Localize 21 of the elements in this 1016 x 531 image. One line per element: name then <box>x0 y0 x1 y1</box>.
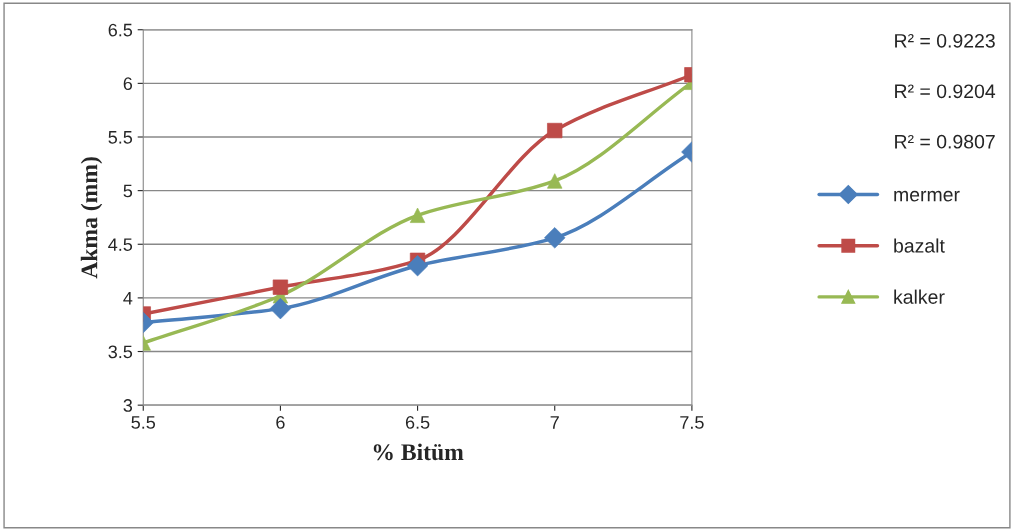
legend-label: kalker <box>894 289 945 304</box>
y-axis-title: Akma (mm) <box>80 157 103 279</box>
text: R² = 0.9807 <box>895 134 995 149</box>
x-tick-label: 7 <box>550 416 559 429</box>
y-tick-label: 5 <box>123 184 133 198</box>
legend-label: mermer <box>894 190 960 202</box>
x-axis-title: % Bitüm <box>373 443 464 461</box>
y-tick-label: 6 <box>123 77 133 91</box>
x-tick-label: 7.5 <box>680 416 704 429</box>
text: R² = 0.9204 <box>895 84 996 99</box>
y-tick-label: 3.5 <box>108 345 133 359</box>
y-tick-label: 4.5 <box>108 238 133 251</box>
y-tick-label: 4 <box>123 292 133 305</box>
legend-label: bazalt <box>894 238 945 253</box>
x-tick-label: 5.5 <box>131 416 156 429</box>
y-tick-label: 6.5 <box>108 23 133 37</box>
y-tick-label: 3 <box>123 399 133 412</box>
x-tick-label: 6 <box>276 416 285 429</box>
y-tick-label: 5.5 <box>108 131 133 144</box>
text: R² = 0.9223 <box>895 33 995 48</box>
x-tick-label: 6.5 <box>405 416 430 429</box>
